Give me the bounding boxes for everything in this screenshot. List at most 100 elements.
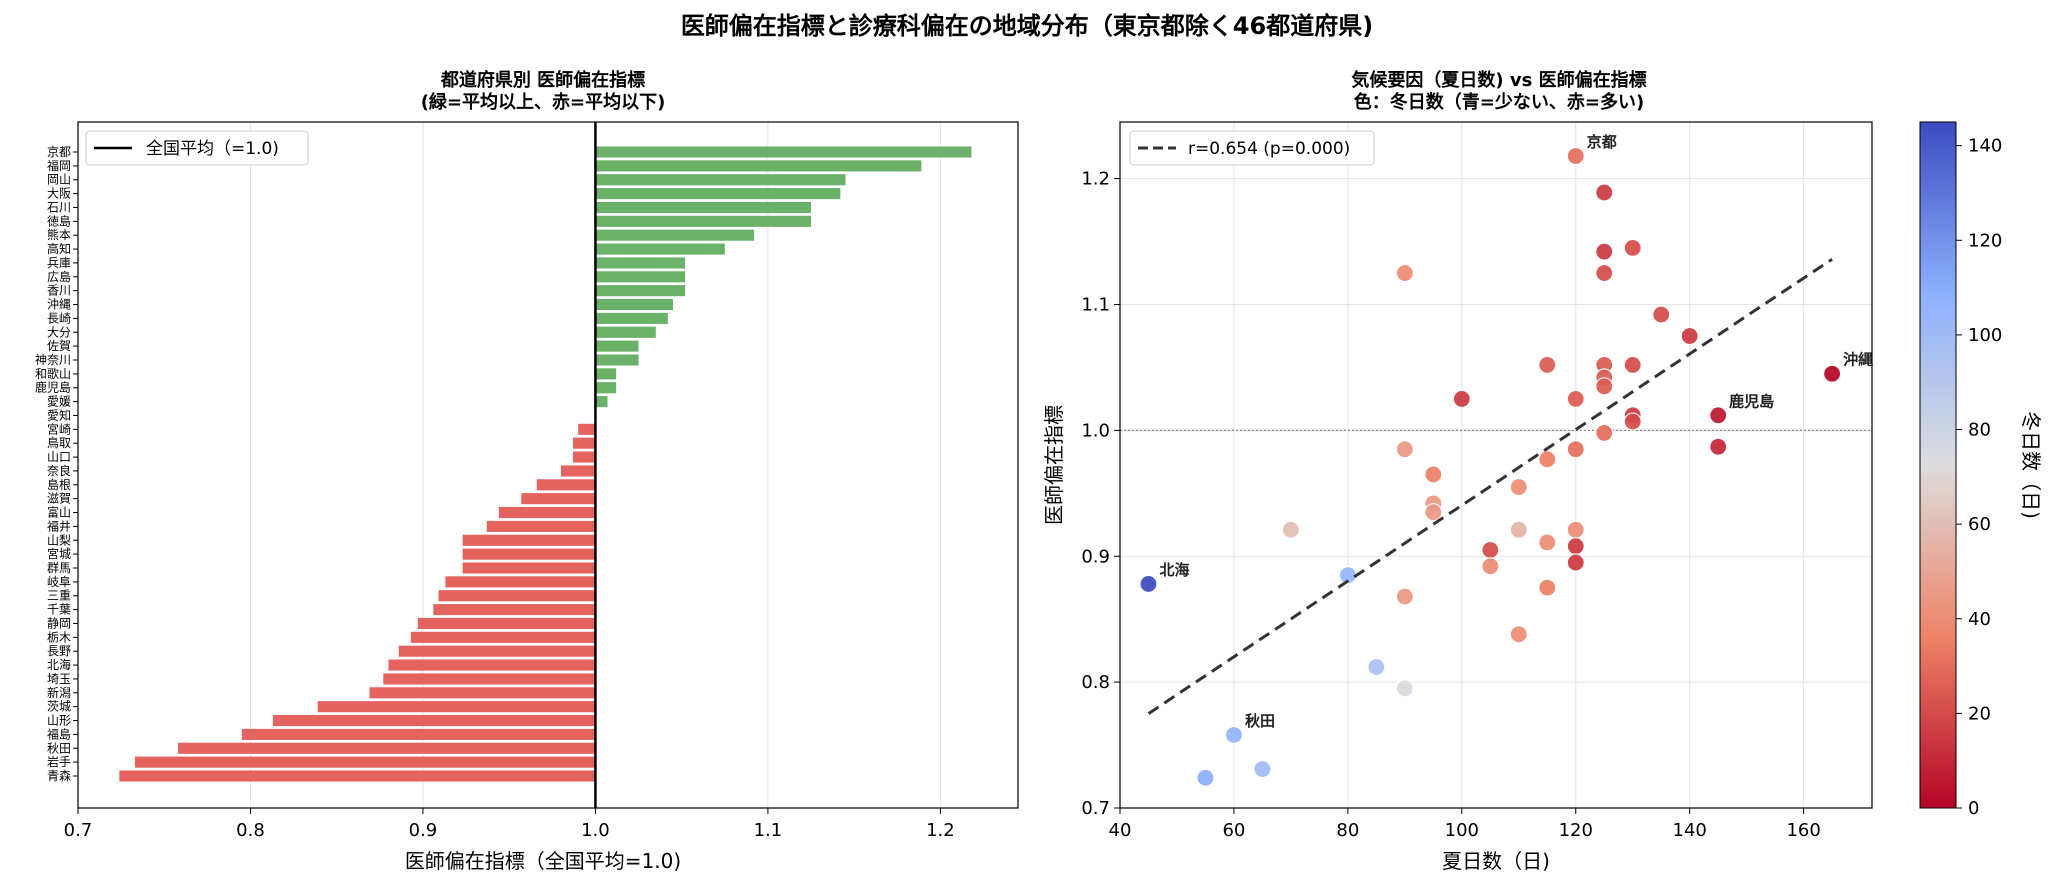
bar-石川 [595,201,812,214]
left-y-tick-label: 鳥取 [47,435,71,450]
left-y-tick-label: 愛知 [47,408,71,422]
scatter-point [1538,355,1557,375]
bar-京都 [595,146,972,158]
bar-宮崎 [578,423,596,435]
left-x-ticks: 0.7 0.8 0.9 1.0 1.1 1.2 [64,808,955,841]
right-y-tick-label: 0.8 [1081,672,1110,693]
scatter-point [1367,657,1386,677]
left-y-tick-label: 群馬 [47,561,71,575]
left-y-tick-label: 宮城 [47,546,71,561]
left-y-tick-label: 秋田 [47,741,71,755]
left-bars [119,146,972,782]
right-legend-box [1129,130,1375,166]
right-chart: 気候要因（夏日数) vs 医師偏在指標 色：冬日数（青=少ない、赤=多い) 京都… [1042,69,1873,873]
right-points [1139,146,1842,787]
left-y-tick-label: 山口 [47,450,71,464]
colorbar-tick-label: 100 [1968,325,2002,346]
left-chart-title-line1: 都道府県別 医師偏在指標 [440,69,645,91]
bar-山形 [272,714,596,727]
left-y-tick-label: 鹿児島 [35,380,71,395]
left-y-tick-label: 宮崎 [47,421,71,436]
right-x-tick-label: 120 [1559,820,1593,841]
left-y-tick-label: 新潟 [47,685,71,700]
left-y-tick-label: 沖縄 [47,297,71,312]
bar-福井 [486,520,596,532]
bar-鳥取 [573,437,596,449]
left-y-tick-label: 熊本 [47,227,71,242]
left-y-tick-label: 愛媛 [47,395,71,409]
left-y-tick-label: 山形 [47,714,71,728]
right-trendline [1147,257,1833,715]
left-legend-box [85,130,309,166]
scatter-point [1395,679,1414,698]
colorbar-tick-label: 20 [1968,703,1991,724]
bar-千葉 [433,604,596,616]
scatter-point [1424,465,1443,484]
bar-秋田 [178,742,596,754]
left-y-tick-label: 兵庫 [47,256,71,270]
right-y-tick-label: 1.0 [1081,420,1110,441]
bar-群馬 [462,562,596,574]
scatter-point [1509,520,1528,539]
scatter-point [1566,537,1585,556]
bar-長野 [398,645,596,657]
scatter-point [1538,533,1557,552]
bar-福島 [241,728,596,740]
scatter-point [1481,557,1500,576]
bar-佐賀 [595,340,639,352]
left-y-tick-label: 埼玉 [47,672,71,686]
bar-兵庫 [595,257,686,269]
right-x-tick-label: 80 [1336,820,1359,841]
colorbar-tick-label: 60 [1968,514,1991,535]
bar-大分 [595,326,656,338]
scatter-point [1395,587,1414,606]
colorbar-tick-label: 120 [1968,230,2002,251]
scatter-point [1595,377,1614,396]
bar-三重 [438,590,596,602]
point-annotation: 鹿児島 [1729,392,1774,410]
left-y-tick-label: 福井 [47,518,71,533]
right-x-tick-label: 140 [1673,820,1707,841]
right-y-tick-label: 0.9 [1081,546,1110,567]
right-chart-title-line2: 色：冬日数（青=少ない、赤=多い) [1354,91,1644,113]
left-legend: 全国平均（=1.0) [85,130,309,166]
right-y-axis-label: 医師偏在指標 [1042,405,1066,525]
bar-北海 [388,659,596,671]
left-y-tick-label: 長崎 [47,311,71,325]
left-y-tick-label: 和歌山 [35,366,71,381]
left-y-tick-label: 茨城 [47,700,71,714]
scatter-point [1566,146,1585,166]
scatter-point [1196,768,1215,787]
right-y-tick-label: 1.1 [1081,295,1110,316]
point-annotation: 沖縄 [1843,351,1873,369]
left-y-tick-label: 大阪 [47,187,71,201]
scatter-point [1623,412,1642,431]
left-y-tick-label: 福岡 [47,158,71,173]
bar-広島 [595,271,686,283]
scatter-point [1139,574,1158,594]
bar-宮城 [462,548,596,560]
bar-青森 [119,770,596,782]
bar-長崎 [595,312,668,324]
colorbar: 0 20 40 60 80 100 120 140 冬日数（日) [1919,121,2043,819]
left-y-tick-label: 福島 [47,726,71,741]
right-chart-title-line1: 気候要因（夏日数) vs 医師偏在指標 [1351,69,1646,91]
right-y-tick-label: 0.7 [1081,798,1110,819]
bar-愛媛 [595,396,608,408]
left-y-tick-label: 神奈川 [35,353,71,367]
bar-沖縄 [595,298,674,311]
scatter-point [1452,389,1471,409]
right-x-tick-label: 60 [1222,820,1245,841]
right-plot-frame [1119,121,1873,809]
scatter-point [1395,440,1414,459]
bar-和歌山 [595,368,617,380]
left-x-tick-label: 1.2 [926,820,955,841]
figure-suptitle: 医師偏在指標と診療科偏在の地域分布（東京都除く46都道府県) [681,12,1373,40]
point-annotation: 京都 [1587,133,1617,151]
bar-大阪 [595,188,841,200]
colorbar-label: 冬日数（日) [2019,411,2043,519]
right-legend-label: r=0.654 (p=0.000) [1188,139,1350,159]
scatter-point [1253,759,1272,779]
